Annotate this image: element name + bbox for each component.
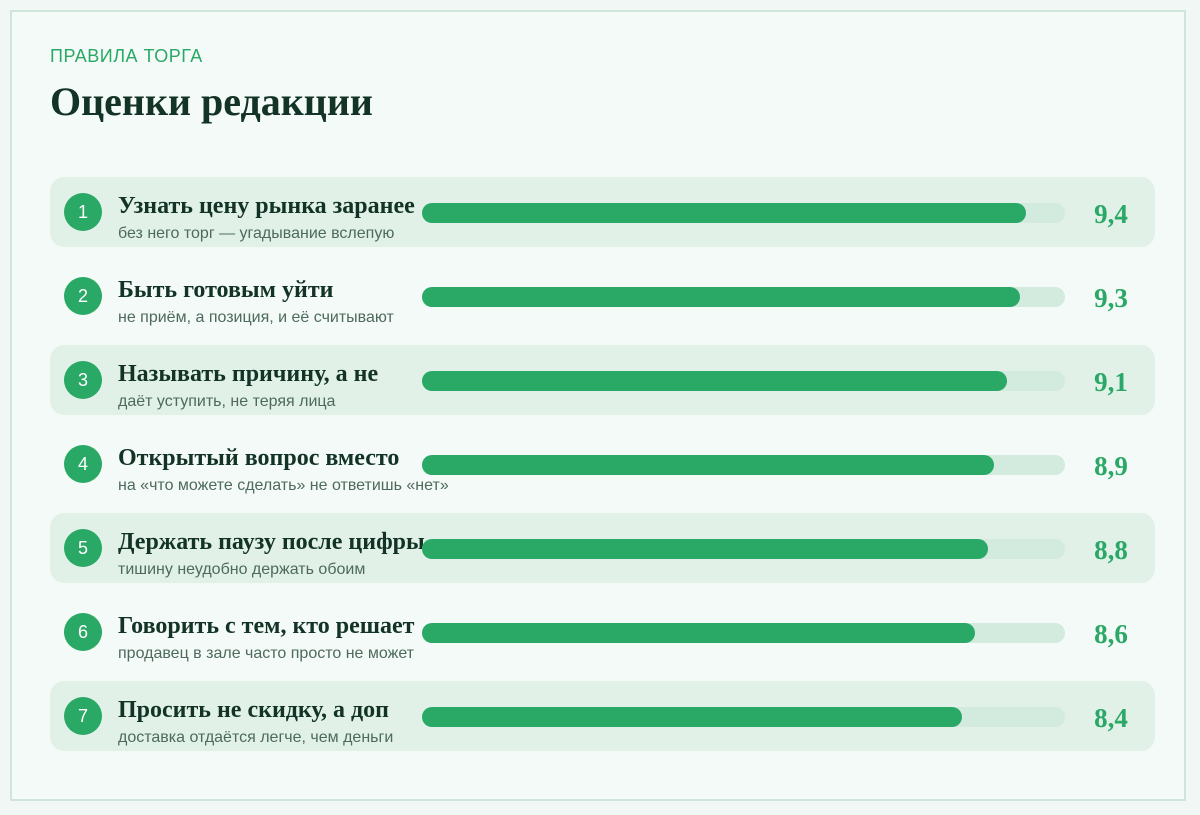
row-subtitle: не приём, а позиция, и её считывают (118, 309, 394, 326)
score-label: 9,4 (1094, 199, 1128, 229)
rank-badge: 2 (64, 277, 102, 315)
score-label: 9,3 (1094, 283, 1128, 313)
ranking-row: 6 Говорить с тем, кто решает продавец в за… (50, 597, 1155, 667)
ranking-row: 4 Открытый вопрос вместо на «что можете сд… (50, 429, 1155, 499)
row-title: Просить не скидку, а доп (118, 697, 389, 723)
ranking-card: ПРАВИЛА ТОРГА Оценки редакции 1 Узнать це… (10, 10, 1186, 801)
row-subtitle: без него торг — угадывание вслепую (118, 225, 395, 242)
score-label: 8,4 (1094, 703, 1128, 733)
row-subtitle: продавец в зале часто просто не может (118, 645, 415, 662)
bar-track (422, 203, 1065, 223)
ranking-row: 7 Просить не скидку, а доп доставка отдаёт… (50, 681, 1155, 751)
bar-track (422, 455, 1065, 475)
bar-track (422, 371, 1065, 391)
rank-badge: 7 (64, 697, 102, 735)
rank-badge: 1 (64, 193, 102, 231)
bar-fill (422, 455, 994, 475)
row-subtitle: доставка отдаётся легче, чем деньги (118, 729, 394, 746)
ranking-row: 3 Называть причину, а не даёт уступить, не… (50, 345, 1155, 415)
row-title: Говорить с тем, кто решает (118, 613, 415, 639)
row-subtitle: тишину неудобно держать обоим (118, 561, 366, 578)
bar-track (422, 707, 1065, 727)
page-title: Оценки редакции (50, 79, 373, 124)
bar-fill (422, 371, 1007, 391)
row-subtitle: на «что можете сделать» не ответишь «нет… (118, 477, 449, 494)
rank-badge: 5 (64, 529, 102, 567)
bar-fill (422, 287, 1020, 307)
bar-track (422, 623, 1065, 643)
row-subtitle: даёт уступить, не теряя лица (118, 393, 336, 410)
ranking-row: 1 Узнать цену рынка заранее без него торг … (50, 177, 1155, 247)
row-title: Держать паузу после цифры (118, 529, 425, 555)
score-label: 8,9 (1094, 451, 1128, 481)
score-label: 8,8 (1094, 535, 1128, 565)
bar-fill (422, 539, 988, 559)
bar-track (422, 539, 1065, 559)
row-title: Быть готовым уйти (118, 277, 334, 303)
section-kicker: ПРАВИЛА ТОРГА (50, 46, 203, 66)
bar-track (422, 287, 1065, 307)
bar-fill (422, 623, 975, 643)
rank-badge: 4 (64, 445, 102, 483)
score-label: 8,6 (1094, 619, 1128, 649)
row-title: Называть причину, а не (118, 361, 379, 387)
rank-badge: 6 (64, 613, 102, 651)
rank-badge: 3 (64, 361, 102, 399)
score-label: 9,1 (1094, 367, 1128, 397)
row-title: Открытый вопрос вместо (118, 445, 400, 471)
bar-fill (422, 203, 1026, 223)
ranking-row: 5 Держать паузу после цифры тишину неудобн… (50, 513, 1155, 583)
ranking-row: 2 Быть готовым уйти не приём, а позиция, и… (50, 261, 1155, 331)
bar-fill (422, 707, 962, 727)
row-title: Узнать цену рынка заранее (118, 193, 415, 219)
